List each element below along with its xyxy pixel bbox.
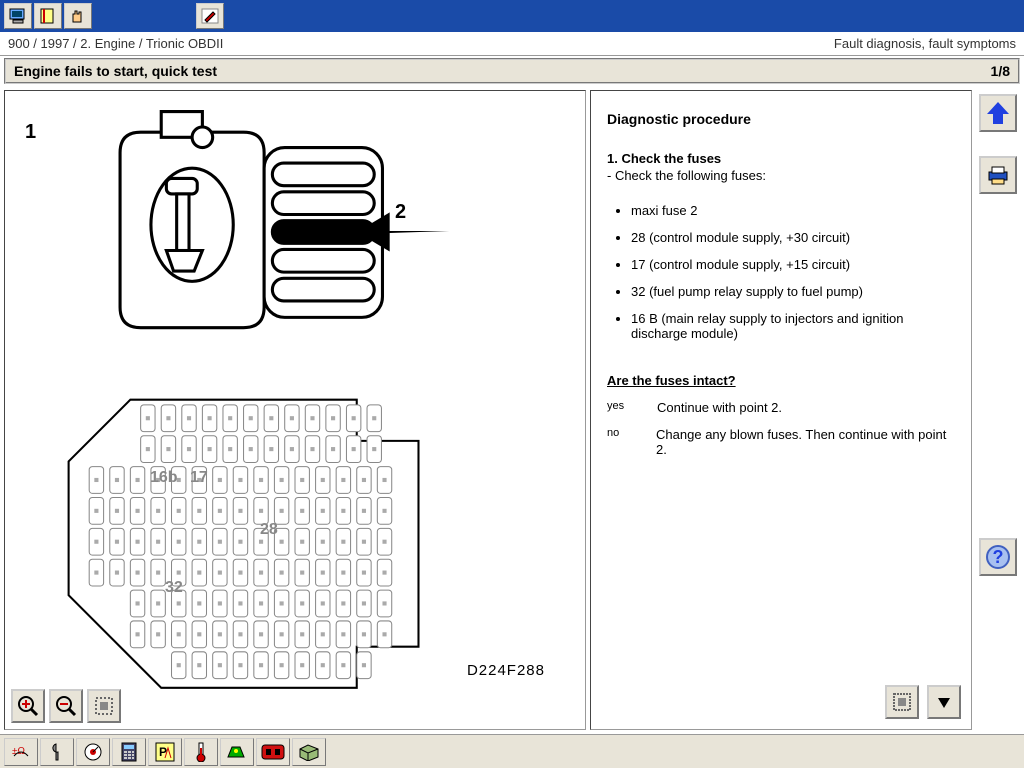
dial-button[interactable] <box>76 738 110 766</box>
sensor-icon <box>226 743 248 761</box>
diagram-panel: 1 2 <box>4 90 586 730</box>
wrench-button[interactable] <box>40 738 74 766</box>
top-toolbar <box>0 0 1024 32</box>
yes-text: Continue with point 2. <box>657 400 782 415</box>
down-arrow-icon <box>934 692 954 712</box>
computer-icon <box>9 8 27 24</box>
procedure-panel: Diagnostic procedure 1. Check the fuses … <box>590 90 972 730</box>
grid-icon <box>892 692 912 712</box>
diagram-code: D224F288 <box>467 662 545 679</box>
diagram-area: 1 2 <box>5 91 585 729</box>
step1-intro: - Check the following fuses: <box>607 168 955 183</box>
page-title: Engine fails to start, quick test <box>14 63 217 79</box>
main-area: 1 2 <box>0 86 1024 734</box>
chart-icon: P <box>155 742 175 762</box>
dial-icon <box>83 742 103 762</box>
side-buttons: ? <box>976 90 1020 730</box>
ohmmeter-button[interactable]: ±Ω <box>4 738 38 766</box>
thermometer-button[interactable] <box>184 738 218 766</box>
fuse-list: maxi fuse 2 28 (control module supply, +… <box>631 191 955 353</box>
printer-icon <box>986 164 1010 186</box>
next-page-button[interactable] <box>927 685 961 719</box>
zoom-in-icon <box>17 695 39 717</box>
sensor-button[interactable] <box>220 738 254 766</box>
help-icon: ? <box>985 544 1011 570</box>
answer-yes: yes Continue with point 2. <box>607 400 955 415</box>
calc-icon <box>121 742 137 762</box>
breadcrumb-right: Fault diagnosis, fault symptoms <box>834 36 1016 51</box>
zoom-in-button[interactable] <box>11 689 45 723</box>
fuse-item: 16 B (main relay supply to injectors and… <box>631 311 955 341</box>
right-wrap: Diagnostic procedure 1. Check the fuses … <box>590 90 1020 730</box>
toolbar-pencil-button[interactable] <box>196 3 224 29</box>
answer-no: no Change any blown fuses. Then continue… <box>607 427 955 457</box>
wrench-icon <box>48 742 66 762</box>
up-button[interactable] <box>979 94 1017 132</box>
fuse-label-28: 28 <box>260 521 278 539</box>
zoom-controls <box>11 689 121 723</box>
diagram-label-2: 2 <box>395 201 406 224</box>
zoom-out-button[interactable] <box>49 689 83 723</box>
ohmmeter-icon: ±Ω <box>10 742 32 762</box>
question: Are the fuses intact? <box>607 373 955 388</box>
fuse-label-32: 32 <box>165 579 183 597</box>
toolbar-computer-button[interactable] <box>4 3 32 29</box>
title-bar: Engine fails to start, quick test 1/8 <box>4 58 1020 84</box>
thermometer-icon <box>194 742 208 762</box>
obd-button[interactable] <box>256 738 290 766</box>
step1-title: 1. Check the fuses <box>607 151 955 166</box>
help-button[interactable]: ? <box>979 538 1017 576</box>
toolbar-hand-button[interactable] <box>64 3 92 29</box>
page-number: 1/8 <box>991 63 1010 79</box>
up-arrow-icon <box>985 100 1011 126</box>
zoom-fit-button[interactable] <box>87 689 121 723</box>
obd-icon <box>261 744 285 760</box>
yes-label: yes <box>607 400 657 415</box>
fuse-item: 32 (fuel pump relay supply to fuel pump) <box>631 284 955 299</box>
calc-button[interactable] <box>112 738 146 766</box>
bottom-toolbar: ±Ω P <box>0 734 1024 768</box>
grid-button[interactable] <box>885 685 919 719</box>
fuse-item: 17 (control module supply, +15 circuit) <box>631 257 955 272</box>
breadcrumb-bar: 900 / 1997 / 2. Engine / Trionic OBDII F… <box>0 32 1024 56</box>
hand-icon <box>69 8 87 24</box>
toolbar-note-button[interactable] <box>34 3 62 29</box>
diagram-svg <box>5 91 585 729</box>
pencil-icon <box>201 8 219 24</box>
procedure-heading: Diagnostic procedure <box>607 111 955 127</box>
no-text: Change any blown fuses. Then continue wi… <box>656 427 955 457</box>
box-icon <box>298 743 320 761</box>
no-label: no <box>607 427 656 457</box>
print-button[interactable] <box>979 156 1017 194</box>
fuse-item: maxi fuse 2 <box>631 203 955 218</box>
chart-button[interactable]: P <box>148 738 182 766</box>
fuse-label-16b: 16b <box>150 469 178 487</box>
breadcrumb-path: 900 / 1997 / 2. Engine / Trionic OBDII <box>8 36 223 51</box>
right-bottom-buttons <box>885 685 961 719</box>
note-icon <box>39 8 57 24</box>
diagram-label-1: 1 <box>25 121 36 144</box>
zoom-out-icon <box>55 695 77 717</box>
fit-icon <box>93 695 115 717</box>
fuse-label-17: 17 <box>190 469 208 487</box>
fuse-item: 28 (control module supply, +30 circuit) <box>631 230 955 245</box>
box-button[interactable] <box>292 738 326 766</box>
svg-text:?: ? <box>993 547 1004 567</box>
